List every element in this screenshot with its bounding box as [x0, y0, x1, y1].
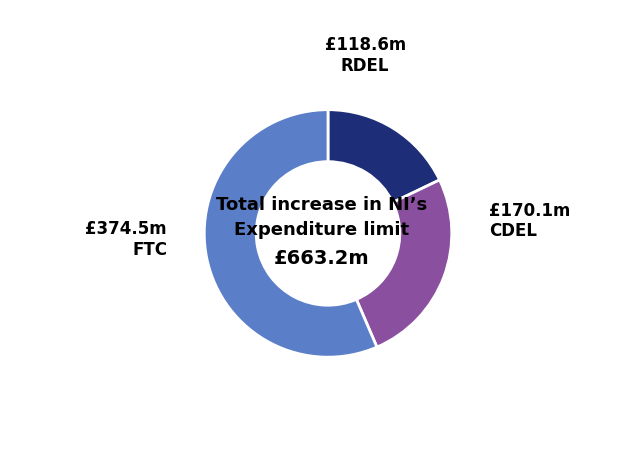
Text: £170.1m
CDEL: £170.1m CDEL — [489, 202, 570, 240]
Text: Total increase in NI’s: Total increase in NI’s — [216, 196, 428, 214]
Text: £118.6m
RDEL: £118.6m RDEL — [324, 36, 406, 75]
Text: £663.2m: £663.2m — [274, 249, 370, 268]
Text: £374.5m
FTC: £374.5m FTC — [86, 220, 167, 259]
Wedge shape — [356, 180, 452, 347]
Wedge shape — [204, 110, 377, 357]
Text: Expenditure limit: Expenditure limit — [234, 220, 410, 238]
Wedge shape — [328, 110, 440, 202]
